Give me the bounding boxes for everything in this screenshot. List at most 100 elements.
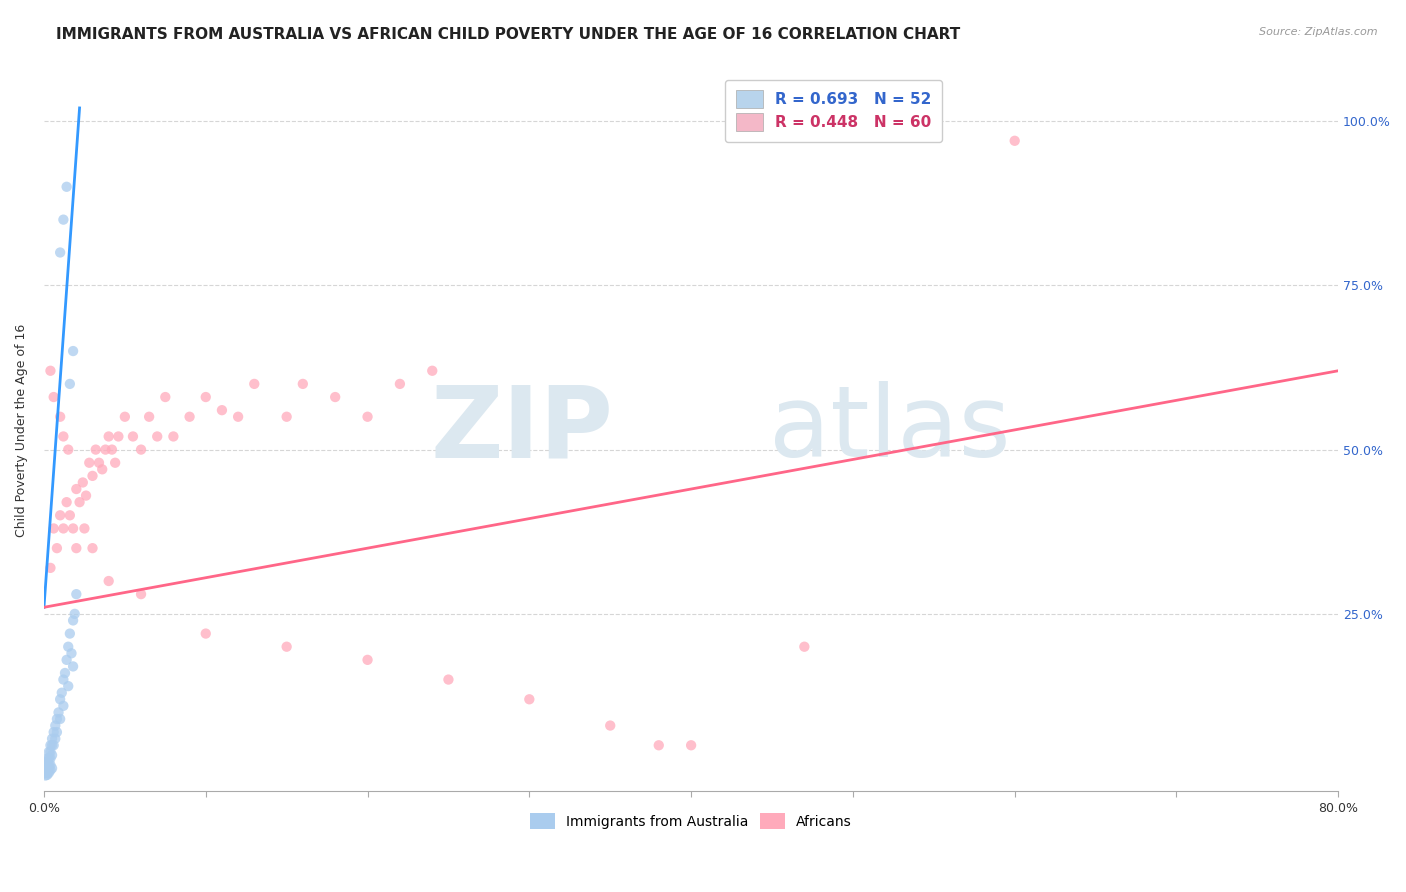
Point <box>53 665 76 680</box>
Point <box>45 712 67 726</box>
Point <box>84 442 107 457</box>
Point <box>77 456 100 470</box>
Point <box>42 390 65 404</box>
Point <box>648 739 671 753</box>
Text: Source: ZipAtlas.com: Source: ZipAtlas.com <box>1260 27 1378 37</box>
Point <box>37 765 59 780</box>
Point <box>75 489 97 503</box>
Point <box>39 739 62 753</box>
Point <box>517 692 540 706</box>
Point <box>37 763 59 777</box>
Point <box>34 765 56 780</box>
Point <box>179 409 201 424</box>
Point <box>39 561 62 575</box>
Point <box>65 482 87 496</box>
Point <box>291 376 314 391</box>
Point <box>599 718 621 732</box>
Point <box>52 429 75 443</box>
Point <box>59 626 82 640</box>
Point <box>34 764 56 779</box>
Point <box>52 521 75 535</box>
Point <box>323 390 346 404</box>
Point <box>52 698 75 713</box>
Point <box>52 673 75 687</box>
Point <box>681 739 703 753</box>
Point <box>146 429 169 443</box>
Point <box>37 751 59 765</box>
Point <box>211 403 233 417</box>
Point <box>42 725 65 739</box>
Point <box>122 429 145 443</box>
Point <box>356 653 378 667</box>
Point <box>37 768 59 782</box>
Point <box>194 390 217 404</box>
Point <box>62 344 84 359</box>
Point <box>63 607 86 621</box>
Point <box>39 758 62 772</box>
Point <box>62 614 84 628</box>
Point <box>34 758 56 772</box>
Point <box>101 442 124 457</box>
Point <box>58 640 80 654</box>
Point <box>49 692 72 706</box>
Point <box>60 646 83 660</box>
Point <box>87 456 110 470</box>
Point <box>38 761 60 775</box>
Point <box>82 541 104 556</box>
Point <box>65 541 87 556</box>
Point <box>94 442 117 457</box>
Y-axis label: Child Poverty Under the Age of 16: Child Poverty Under the Age of 16 <box>15 323 28 536</box>
Point <box>39 751 62 765</box>
Point <box>437 673 460 687</box>
Text: ZIP: ZIP <box>430 382 613 478</box>
Point <box>276 640 298 654</box>
Point <box>114 409 136 424</box>
Legend: Immigrants from Australia, Africans: Immigrants from Australia, Africans <box>524 808 858 835</box>
Point <box>138 409 160 424</box>
Point <box>72 475 94 490</box>
Point <box>82 469 104 483</box>
Point <box>49 712 72 726</box>
Point <box>34 768 56 782</box>
Point <box>97 429 120 443</box>
Point <box>91 462 114 476</box>
Point <box>388 376 411 391</box>
Point <box>62 659 84 673</box>
Point <box>38 765 60 780</box>
Point <box>55 495 77 509</box>
Point <box>39 745 62 759</box>
Point <box>49 245 72 260</box>
Point <box>41 761 63 775</box>
Point <box>41 731 63 746</box>
Point <box>34 761 56 775</box>
Point <box>42 521 65 535</box>
Point <box>39 763 62 777</box>
Point <box>59 508 82 523</box>
Point <box>59 376 82 391</box>
Point <box>55 179 77 194</box>
Point <box>226 409 249 424</box>
Point <box>104 456 127 470</box>
Point <box>45 541 67 556</box>
Point <box>107 429 129 443</box>
Point <box>44 731 66 746</box>
Point <box>73 521 96 535</box>
Point <box>51 686 73 700</box>
Point <box>194 626 217 640</box>
Point <box>45 725 67 739</box>
Point <box>356 409 378 424</box>
Point <box>37 764 59 779</box>
Point <box>38 751 60 765</box>
Text: atlas: atlas <box>769 382 1011 478</box>
Point <box>65 587 87 601</box>
Point <box>41 739 63 753</box>
Point <box>243 376 266 391</box>
Point <box>162 429 184 443</box>
Point <box>48 706 70 720</box>
Point <box>793 640 815 654</box>
Point <box>1004 134 1026 148</box>
Point <box>39 364 62 378</box>
Point <box>69 495 91 509</box>
Point <box>62 521 84 535</box>
Point <box>420 364 443 378</box>
